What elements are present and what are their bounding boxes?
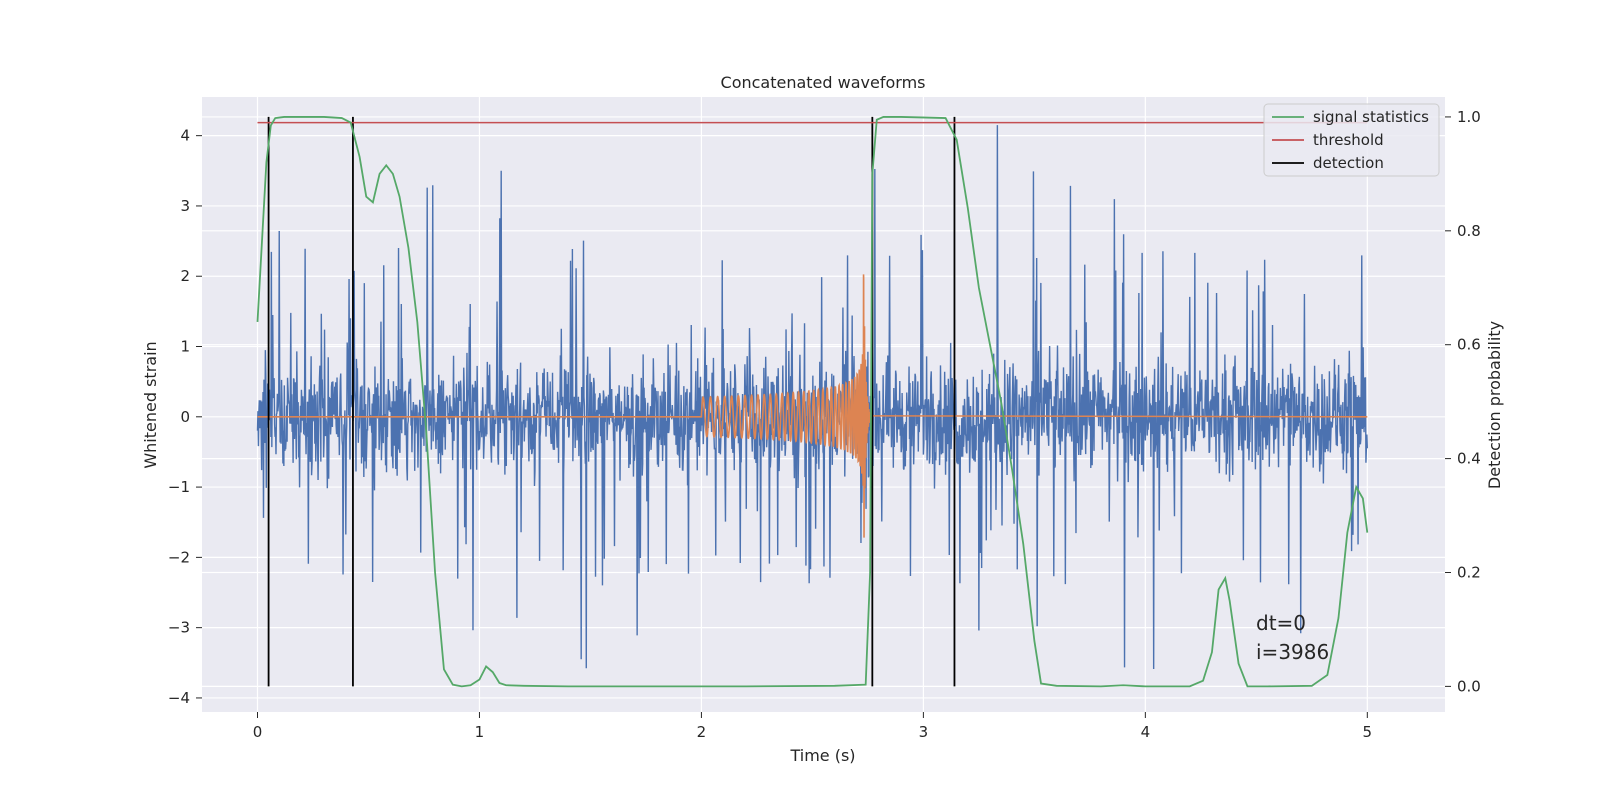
y-tick-label: 2 <box>180 267 190 285</box>
y2-tick-label: 0.0 <box>1457 677 1481 695</box>
probability-series <box>256 116 1369 688</box>
y-axis-ticks: −4 −3 −2 −1 0 1 2 3 4 <box>168 127 202 707</box>
y-tick-label: 1 <box>180 338 190 356</box>
y-axis-label: Whitened strain <box>141 341 160 468</box>
template-line <box>257 274 1368 538</box>
y2-tick-label: 0.6 <box>1457 336 1481 354</box>
y2-tick-label: 0.8 <box>1457 222 1481 240</box>
y2-tick-label: 0.4 <box>1457 450 1481 468</box>
x-axis-label: Time (s) <box>789 746 855 765</box>
signal-statistics-line <box>256 116 1369 688</box>
y2-tick-label: 1.0 <box>1457 108 1481 126</box>
y2-axis-ticks: 0.0 0.2 0.4 0.6 0.8 1.0 <box>1445 108 1481 695</box>
x-tick-label: 0 <box>253 723 263 741</box>
y-tick-label: 4 <box>180 127 190 145</box>
y2-axis-label: Detection probability <box>1485 321 1504 489</box>
y-tick-label: 3 <box>180 197 190 215</box>
legend: signal statistics threshold detection <box>1263 103 1440 177</box>
legend-box <box>1263 103 1440 177</box>
x-tick-label: 5 <box>1363 723 1373 741</box>
strain-series <box>256 125 1369 669</box>
annotation-index: i=3986 <box>1256 640 1329 664</box>
chart-title: Concatenated waveforms <box>721 73 926 92</box>
y-tick-label: −3 <box>168 619 190 637</box>
legend-label-detection: detection <box>1313 154 1384 172</box>
y-tick-label: 0 <box>180 408 190 426</box>
x-tick-label: 3 <box>919 723 929 741</box>
y-tick-label: −1 <box>168 478 190 496</box>
x-tick-label: 4 <box>1141 723 1151 741</box>
strain-line <box>256 125 1369 669</box>
x-axis-ticks: 0 1 2 3 4 5 <box>253 712 1372 741</box>
y-tick-label: −4 <box>168 689 190 707</box>
x-tick-label: 2 <box>697 723 707 741</box>
y-tick-label: −2 <box>168 548 190 566</box>
x-tick-label: 1 <box>475 723 485 741</box>
annotation-dt: dt=0 <box>1256 611 1306 635</box>
template-series <box>257 274 1368 538</box>
legend-label-signal-statistics: signal statistics <box>1313 108 1429 126</box>
y2-tick-label: 0.2 <box>1457 563 1481 581</box>
legend-label-threshold: threshold <box>1313 131 1384 149</box>
